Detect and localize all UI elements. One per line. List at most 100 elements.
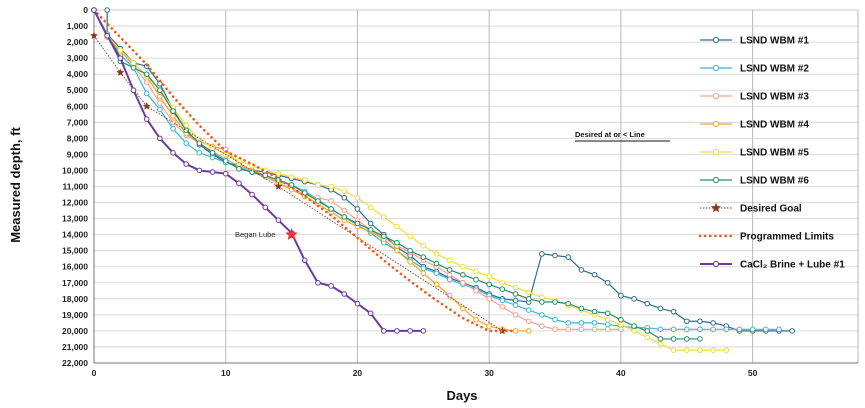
data-point — [117, 47, 124, 53]
data-point — [394, 223, 400, 230]
annotation-desired-line: Desired at or < Line — [575, 130, 645, 139]
data-point — [618, 292, 624, 299]
data-point — [433, 281, 440, 288]
data-point — [460, 305, 466, 312]
data-point — [604, 279, 611, 286]
data-point — [460, 279, 466, 286]
data-point — [499, 297, 506, 304]
data-point — [157, 87, 163, 94]
data-point — [157, 135, 163, 142]
y-tick-label: 0 — [83, 5, 88, 15]
data-point — [170, 150, 176, 156]
data-point — [631, 328, 637, 334]
data-point — [644, 334, 651, 341]
y-tick-label: 20,000 — [62, 326, 88, 336]
legend-item: LSND WBM #3 — [700, 92, 809, 103]
data-point — [262, 172, 269, 179]
data-point — [354, 206, 361, 212]
data-point — [315, 182, 321, 188]
data-point — [683, 326, 690, 333]
data-point — [578, 305, 585, 312]
data-point — [328, 183, 334, 190]
data-point — [89, 31, 99, 40]
data-point — [196, 150, 203, 156]
data-point — [183, 161, 190, 167]
data-point — [578, 326, 585, 333]
grid-lines — [93, 9, 859, 364]
x-tick-label: 40 — [616, 368, 626, 378]
data-point — [328, 198, 334, 204]
data-point — [274, 182, 283, 190]
series-8 — [91, 7, 427, 334]
data-point — [460, 263, 466, 270]
legend-item: LSND WBM #5 — [700, 148, 809, 159]
annotation-began-lube: Began Lube — [235, 230, 275, 239]
data-point — [473, 276, 479, 283]
data-point — [683, 347, 690, 353]
legend-item: LSND WBM #1 — [700, 36, 809, 47]
data-point — [591, 308, 598, 315]
data-point — [116, 68, 125, 77]
y-tick-label: 19,000 — [62, 310, 88, 320]
data-point — [157, 93, 163, 100]
data-point — [394, 239, 400, 246]
y-axis-title: Measured depth, ft — [8, 127, 23, 243]
y-tick-label: 21,000 — [62, 342, 88, 352]
data-point — [394, 328, 400, 334]
data-point — [460, 271, 466, 278]
data-point — [367, 310, 374, 317]
data-point — [367, 220, 374, 227]
data-point — [683, 336, 690, 342]
data-point — [512, 284, 519, 291]
data-point — [591, 271, 598, 278]
data-point — [473, 316, 479, 323]
data-point — [104, 32, 110, 39]
series-line — [93, 9, 529, 332]
data-point — [354, 194, 361, 201]
legend: LSND WBM #1 LSND WBM #2 LSND WBM #3 LSND WB… — [698, 36, 845, 271]
data-point — [315, 198, 321, 204]
data-point — [670, 326, 677, 333]
data-point — [512, 291, 519, 297]
legend-marker — [710, 202, 722, 213]
x-tick-label: 50 — [748, 368, 758, 378]
data-point — [420, 254, 427, 260]
data-point — [157, 106, 163, 113]
data-point — [552, 252, 558, 259]
data-point — [275, 217, 282, 223]
data-point — [341, 214, 348, 220]
y-tick-label: 3,000 — [67, 53, 89, 63]
legend-marker — [712, 260, 720, 268]
data-point — [525, 289, 532, 296]
data-point — [104, 7, 110, 13]
data-point — [486, 296, 492, 302]
data-point — [512, 328, 519, 334]
data-point — [142, 102, 151, 110]
data-point — [749, 326, 756, 333]
data-point — [170, 125, 176, 132]
data-point — [130, 60, 137, 66]
legend-label: LSND WBM #3 — [740, 92, 809, 103]
y-tick-label: 18,000 — [62, 294, 88, 304]
data-point — [552, 299, 558, 305]
data-point — [341, 194, 348, 201]
data-point — [697, 347, 703, 353]
x-tick-label: 0 — [92, 368, 97, 378]
data-point — [170, 119, 176, 126]
legend-item: LSND WBM #6 — [700, 176, 809, 187]
began-lube-star-icon — [285, 227, 298, 241]
data-point — [683, 318, 690, 325]
legend-marker — [712, 176, 720, 184]
data-point — [288, 174, 295, 180]
data-point — [183, 140, 190, 146]
data-point — [236, 180, 242, 187]
data-point — [604, 310, 611, 317]
y-tick-label: 22,000 — [62, 358, 88, 368]
data-point — [354, 300, 361, 307]
data-point — [512, 302, 519, 309]
data-point — [525, 307, 532, 313]
y-tick-label: 7,000 — [67, 117, 89, 127]
data-point — [762, 326, 769, 333]
data-point — [420, 243, 427, 249]
x-tick-label: 20 — [353, 368, 363, 378]
